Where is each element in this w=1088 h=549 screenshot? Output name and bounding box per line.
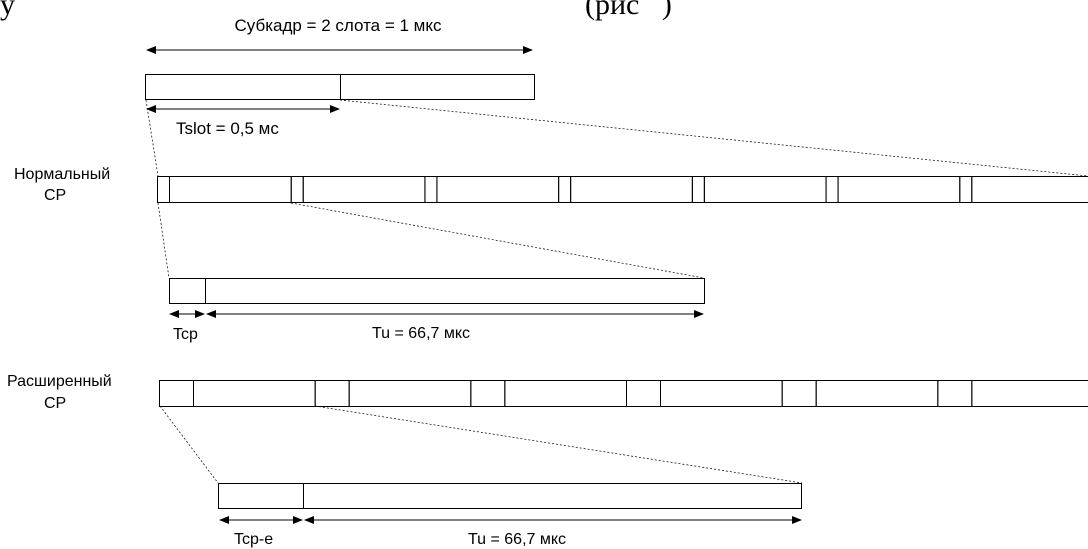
extended-cp-label-line1: Расширенный <box>7 373 112 390</box>
normal-symbol-2-data <box>302 176 426 203</box>
normal-data-box <box>205 278 705 304</box>
extended-symbol-2-data <box>348 380 472 407</box>
normal-symbol-1-cp <box>157 176 170 203</box>
zoom-line-symbol-left <box>157 202 170 279</box>
tcpe-label: Tcp-e <box>234 531 273 548</box>
extended-data-box <box>303 483 802 509</box>
extended-symbol-6-cp <box>937 380 973 407</box>
extended-cp-box <box>218 483 304 509</box>
extended-symbol-1-cp <box>159 380 194 407</box>
normal-cp-label-line2: CP <box>44 187 66 204</box>
tslot-label: Tslot = 0,5 мс <box>176 119 279 138</box>
normal-symbol-2-cp <box>290 176 304 203</box>
extended-symbol-3-data <box>504 380 628 407</box>
zoom-line-normal-right <box>339 99 1088 177</box>
extended-symbol-2-cp <box>314 380 350 407</box>
extended-symbol-3-cp <box>470 380 506 407</box>
normal-symbol-1-data <box>169 176 292 203</box>
normal-symbol-7-cp <box>959 176 973 203</box>
normal-cp-box <box>169 278 206 304</box>
header-fragment: у (рис ) <box>0 0 672 21</box>
extended-cp-label-line2: CP <box>44 395 66 412</box>
zoom-line-ext-right <box>314 405 803 484</box>
subframe-box <box>145 74 535 100</box>
normal-symbol-4-data <box>570 176 693 203</box>
normal-symbol-5-data <box>703 176 827 203</box>
slot-1-box <box>145 74 341 100</box>
zoom-line-ext-left <box>159 405 219 484</box>
tcp-label: Tcp <box>173 326 198 343</box>
normal-symbol-7-data <box>971 176 1088 203</box>
zoom-line-symbol-right <box>290 202 705 279</box>
normal-symbol-6-cp <box>825 176 839 203</box>
normal-symbol-3-cp <box>424 176 438 203</box>
normal-symbol-3-data <box>436 176 560 203</box>
slot-2-box <box>340 74 535 100</box>
extended-cp-slot <box>159 380 1088 407</box>
normal-cp-label-line1: Нормальный <box>14 166 110 183</box>
normal-symbol-4-cp <box>558 176 572 203</box>
extended-symbol-6-data <box>971 380 1088 407</box>
subframe-label: Субкадр = 2 слота = 1 мкс <box>234 16 442 35</box>
normal-symbol-5-cp <box>691 176 705 203</box>
normal-cp-slot <box>157 176 1088 203</box>
extended-symbol-5-data <box>815 380 939 407</box>
zoom-line-normal-left <box>145 99 159 177</box>
extended-symbol-4-cp <box>626 380 661 407</box>
normal-symbol-6-data <box>837 176 961 203</box>
extended-symbol-5-cp <box>781 380 817 407</box>
tu-label-extended: Tu = 66,7 мкс <box>468 531 566 548</box>
extended-symbol-4-data <box>660 380 783 407</box>
tu-label-normal: Tu = 66,7 мкс <box>372 325 470 342</box>
extended-symbol-1-data <box>193 380 316 407</box>
